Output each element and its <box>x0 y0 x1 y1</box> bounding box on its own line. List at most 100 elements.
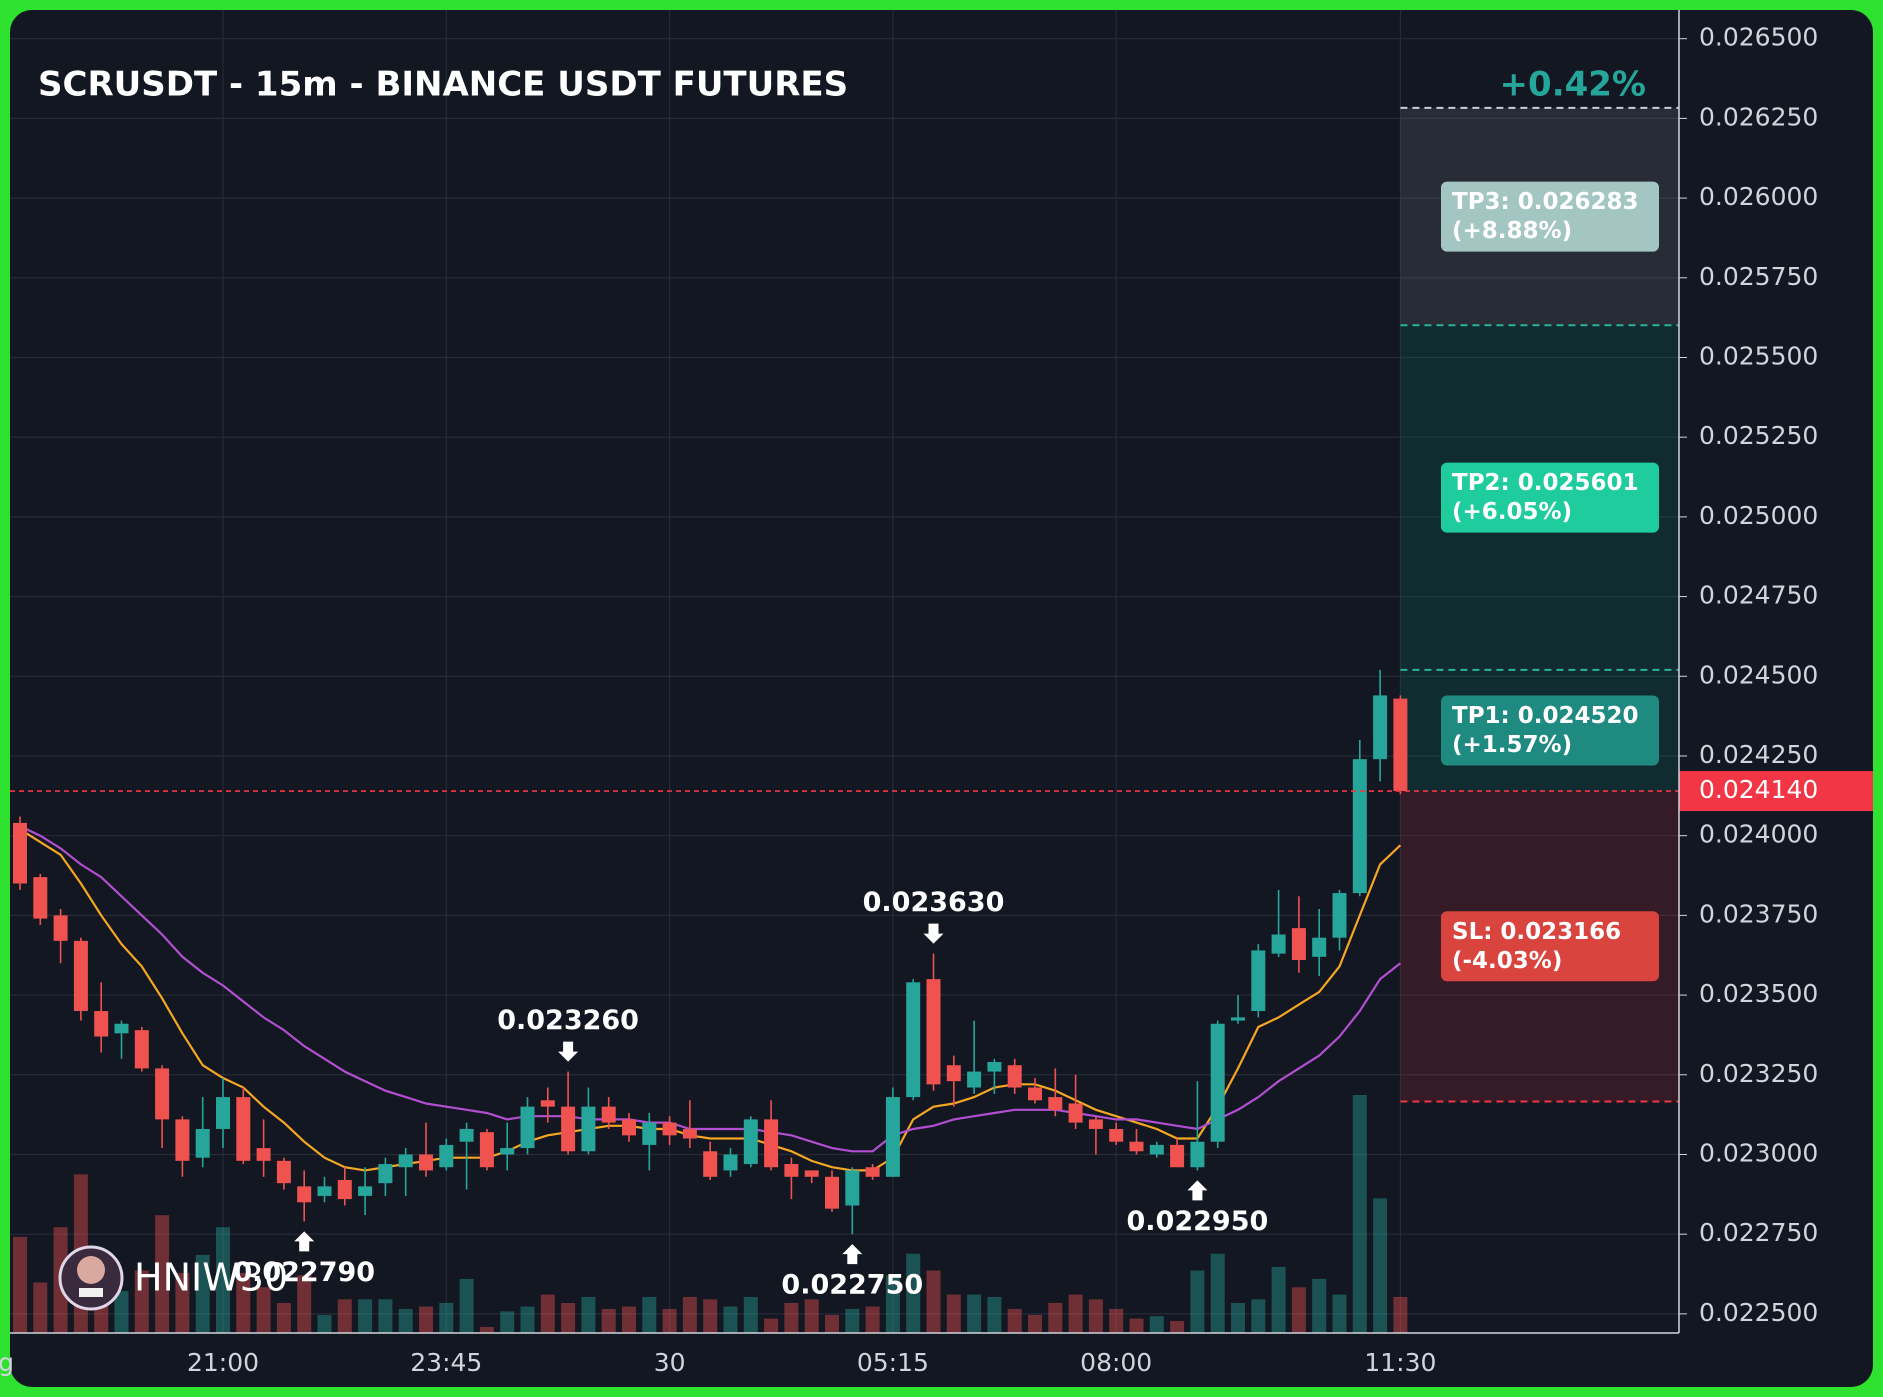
candle-body <box>155 1068 170 1120</box>
level-label-box <box>1441 462 1659 533</box>
candle-body <box>1251 950 1266 1012</box>
volume-bar <box>358 1299 373 1333</box>
x-tick-label: 23:45 <box>410 1348 482 1377</box>
level-change: (+1.57%) <box>1452 732 1572 758</box>
annotation-label: 0.022950 <box>1127 1206 1269 1237</box>
moving-average <box>19 828 1402 1172</box>
volume-bar <box>1251 1299 1266 1333</box>
annotation-arrow <box>558 1041 579 1062</box>
avatar-face <box>77 1256 105 1284</box>
volume-bar <box>459 1278 474 1333</box>
annotation-label: 0.023630 <box>863 887 1005 918</box>
volume-bar <box>764 1318 779 1333</box>
volume-bar <box>500 1311 515 1333</box>
candle-body <box>743 1119 758 1165</box>
volume-bar <box>804 1299 819 1333</box>
volume-bar <box>784 1302 799 1333</box>
volume-bar <box>1149 1316 1164 1333</box>
candle-body <box>1088 1119 1103 1129</box>
volume-bar <box>561 1302 576 1333</box>
candle-body <box>195 1128 210 1158</box>
annotation-arrow <box>294 1231 315 1252</box>
level-label: TP1: 0.024520 <box>1452 703 1639 729</box>
volume-bar <box>642 1296 657 1333</box>
volume-bar <box>723 1306 738 1333</box>
candle-body <box>622 1119 636 1136</box>
volume-bar <box>1088 1299 1103 1333</box>
candle-body <box>723 1154 738 1171</box>
volume-bar <box>987 1296 1002 1333</box>
candle-body <box>94 1011 109 1037</box>
volume-bar <box>114 1290 129 1333</box>
y-tick-label: 0.023000 <box>1699 1138 1818 1167</box>
volume-bar <box>520 1306 535 1333</box>
candle-body <box>561 1106 576 1152</box>
volume-bar <box>1048 1302 1063 1333</box>
annotation-arrow <box>1187 1180 1208 1201</box>
x-tick-label: 08:00 <box>1080 1348 1152 1377</box>
y-tick-label: 0.025500 <box>1699 341 1818 370</box>
candle-body <box>1210 1023 1225 1142</box>
candle-body <box>682 1128 697 1139</box>
volume-bar <box>398 1308 413 1333</box>
candle-body <box>784 1164 799 1177</box>
candle-body <box>1393 698 1408 792</box>
volume-bar <box>175 1272 190 1333</box>
candle-body <box>825 1176 839 1209</box>
y-tick-label: 0.025750 <box>1699 262 1818 291</box>
candle-body <box>1190 1141 1205 1168</box>
candle-body <box>1048 1097 1063 1110</box>
candle-body <box>906 982 921 1098</box>
watermark: HNIW30 <box>134 1256 288 1300</box>
change-label: +0.42% <box>1500 65 1646 105</box>
candle-body <box>1129 1141 1144 1152</box>
candle-body <box>601 1106 616 1123</box>
volume-bar <box>743 1296 758 1333</box>
candle-body <box>1332 893 1347 938</box>
candle-body <box>1271 934 1286 954</box>
volume-bar <box>967 1294 982 1333</box>
candle-body <box>216 1097 230 1129</box>
x-tick-label: 21:00 <box>187 1348 259 1377</box>
candle-body <box>1149 1144 1164 1155</box>
chart-panel <box>10 10 1873 1387</box>
candle-body <box>175 1119 190 1161</box>
volume-bar <box>845 1308 860 1333</box>
level-label: SL: 0.023166 <box>1452 919 1621 945</box>
x-tick-label: 11:30 <box>1364 1348 1436 1377</box>
y-tick-label: 0.023250 <box>1699 1059 1818 1088</box>
volume-bar <box>195 1254 210 1333</box>
candle-body <box>845 1170 860 1206</box>
volume-bar <box>276 1302 291 1333</box>
volume-bar <box>337 1299 352 1333</box>
moving-averages <box>19 825 1402 1172</box>
volume-bar <box>1332 1294 1347 1333</box>
candle-body <box>885 1097 900 1177</box>
volume-bar <box>1291 1287 1306 1333</box>
volume-bar <box>256 1287 271 1333</box>
volume-bar <box>1190 1270 1205 1333</box>
y-tick-label: 0.022500 <box>1699 1298 1818 1327</box>
volume-bar <box>682 1296 697 1333</box>
volume-bar <box>946 1294 961 1333</box>
level-label: TP2: 0.025601 <box>1452 470 1639 496</box>
chart-title: SCRUSDT - 15m - BINANCE USDT FUTURES <box>38 65 848 105</box>
y-tick-label: 0.024000 <box>1699 820 1818 849</box>
candle-body <box>419 1154 433 1171</box>
volume-bar <box>439 1302 454 1333</box>
watermark-avatar <box>58 1245 124 1311</box>
level-change: (+8.88%) <box>1452 218 1572 244</box>
volume-bar <box>419 1306 433 1333</box>
volume-bar <box>33 1282 48 1333</box>
axes: 0.022500 0.022750 0.023000 0.023250 0.023500… <box>0 23 1818 1377</box>
candle-body <box>1231 1017 1245 1021</box>
candle-body <box>73 940 88 1012</box>
candle-body <box>581 1106 596 1152</box>
moving-average <box>19 825 1402 1153</box>
volume-bar <box>1231 1302 1245 1333</box>
level-label-box <box>1441 695 1659 766</box>
candle-body <box>520 1106 535 1149</box>
level-label-box <box>1441 911 1659 982</box>
